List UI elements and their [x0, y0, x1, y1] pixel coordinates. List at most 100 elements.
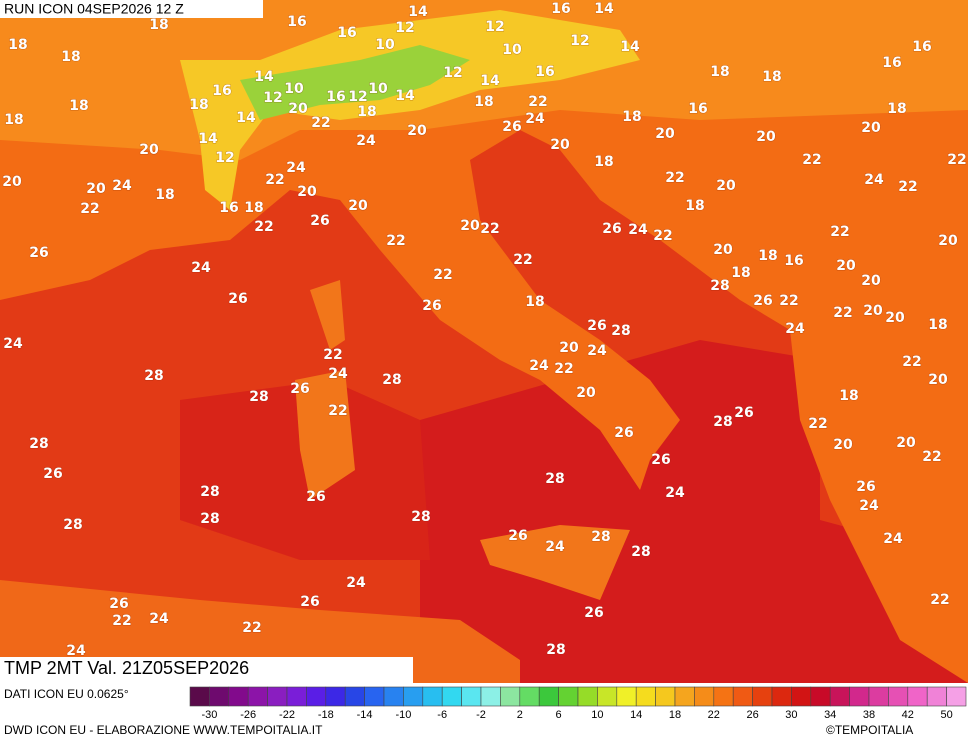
temperature-label: 28	[591, 529, 610, 545]
alps	[180, 10, 640, 210]
temperature-label: 20	[576, 385, 596, 401]
colorbar-swatch	[228, 686, 249, 707]
temperature-label: 16	[912, 39, 931, 55]
temperature-label: 22	[653, 228, 672, 244]
colorbar-swatch	[461, 686, 482, 707]
temperature-label: 20	[885, 310, 905, 326]
temperature-label: 18	[244, 200, 263, 216]
temperature-label: 22	[930, 592, 949, 608]
temperature-label: 26	[29, 245, 48, 261]
temperature-label: 16	[337, 25, 356, 41]
colorbar-tick-label: -22	[279, 709, 295, 721]
temperature-label: 28	[29, 436, 48, 452]
colorbar-swatch	[247, 686, 268, 707]
colorbar-swatch	[558, 686, 579, 707]
temperature-label: 22	[328, 403, 347, 419]
temperature-label: 22	[779, 293, 798, 309]
temperature-label: 18	[357, 104, 376, 120]
colorbar-swatch	[364, 686, 385, 707]
copyright-label: ©TEMPOITALIA	[826, 723, 913, 737]
temperature-label: 24	[286, 160, 306, 176]
temperature-label: 28	[200, 484, 219, 500]
sea-deep	[420, 340, 968, 683]
temperature-label: 22	[254, 219, 273, 235]
colorbar-tick-label: 22	[708, 709, 720, 721]
temperature-label: 24	[112, 178, 132, 194]
temperature-label: 28	[200, 511, 219, 527]
temperature-label: 20	[288, 101, 308, 117]
temperature-label: 20	[559, 340, 579, 356]
header-box	[0, 0, 263, 18]
colorbar-swatch	[344, 686, 365, 707]
temperature-label: 20	[833, 437, 853, 453]
colorbar-tick-label: 10	[591, 709, 603, 721]
colorbar-swatch	[306, 686, 327, 707]
temperature-label: 20	[655, 126, 675, 142]
temperature-label: 20	[861, 273, 881, 289]
temperature-label: 28	[546, 642, 565, 658]
colorbar-swatch	[267, 686, 288, 707]
temperature-label: 26	[422, 298, 441, 314]
temperature-label: 10	[284, 81, 304, 97]
temperature-label: 18	[189, 97, 208, 113]
colorbar-swatch	[616, 686, 637, 707]
temperature-label: 22	[80, 201, 99, 217]
temperature-label: 28	[249, 389, 268, 405]
temperature-label: 20	[756, 129, 776, 145]
temperature-label: 22	[513, 252, 532, 268]
colorbar-tick-label: 50	[940, 709, 952, 721]
temperature-label: 26	[43, 466, 62, 482]
colorbar-tick-label: 18	[669, 709, 681, 721]
colorbar-swatch	[849, 686, 870, 707]
colorbar-tick-label: 6	[556, 709, 562, 721]
temperature-label: 26	[508, 528, 527, 544]
colorbar-tick-label: 2	[517, 709, 523, 721]
colorbar-swatch	[752, 686, 773, 707]
temperature-label: 24	[545, 539, 565, 555]
temperature-label: 12	[215, 150, 234, 166]
colorbar-tick-label: -10	[395, 709, 411, 721]
temperature-label: 28	[713, 414, 732, 430]
colorbar-swatch	[888, 686, 909, 707]
colorbar-tick-label: 26	[746, 709, 758, 721]
temperature-label: 22	[311, 115, 330, 131]
temperature-label: 20	[297, 184, 317, 200]
temperature-label: 26	[753, 293, 772, 309]
temperature-label: 18	[710, 64, 729, 80]
colorbar-swatch	[713, 686, 734, 707]
temperature-label: 20	[713, 242, 733, 258]
field-label: TMP 2MT Val. 21Z05SEP2026	[4, 658, 249, 678]
temperature-label: 22	[922, 449, 941, 465]
temperature-label: 18	[474, 94, 493, 110]
temperature-label: 24	[628, 222, 648, 238]
colorbar-swatch	[791, 686, 812, 707]
temperature-label: 28	[63, 517, 82, 533]
temperature-label: 24	[665, 485, 685, 501]
land	[0, 0, 968, 683]
colorbar-swatch	[655, 686, 676, 707]
temperature-label: 24	[356, 133, 376, 149]
temperature-label: 26	[856, 479, 875, 495]
temperature-label: 28	[631, 544, 650, 560]
temperature-label: 28	[611, 323, 630, 339]
colorbar-swatch	[209, 686, 230, 707]
colorbar-swatch	[868, 686, 889, 707]
temperature-label: 18	[525, 294, 544, 310]
temperature-label: 14	[236, 110, 256, 126]
temperature-label: 18	[685, 198, 704, 214]
temperature-label: 20	[348, 198, 368, 214]
colorbar-swatch	[810, 686, 831, 707]
temperature-label: 20	[928, 372, 948, 388]
temperature-label: 26	[310, 213, 329, 229]
alps-high	[240, 45, 470, 120]
temperature-label: 14	[620, 39, 640, 55]
temperature-label: 22	[902, 354, 921, 370]
temperature-label: 14	[480, 73, 500, 89]
temperature-label: 28	[411, 509, 430, 525]
colorbar-tick-label: -30	[201, 709, 217, 721]
credit-label: DWD ICON EU - ELABORAZIONE WWW.TEMPOITAL…	[4, 723, 323, 737]
temperature-label: 16	[535, 64, 554, 80]
temperature-label: 12	[263, 90, 282, 106]
temperature-label: 18	[758, 248, 777, 264]
temperature-label: 14	[254, 69, 274, 85]
